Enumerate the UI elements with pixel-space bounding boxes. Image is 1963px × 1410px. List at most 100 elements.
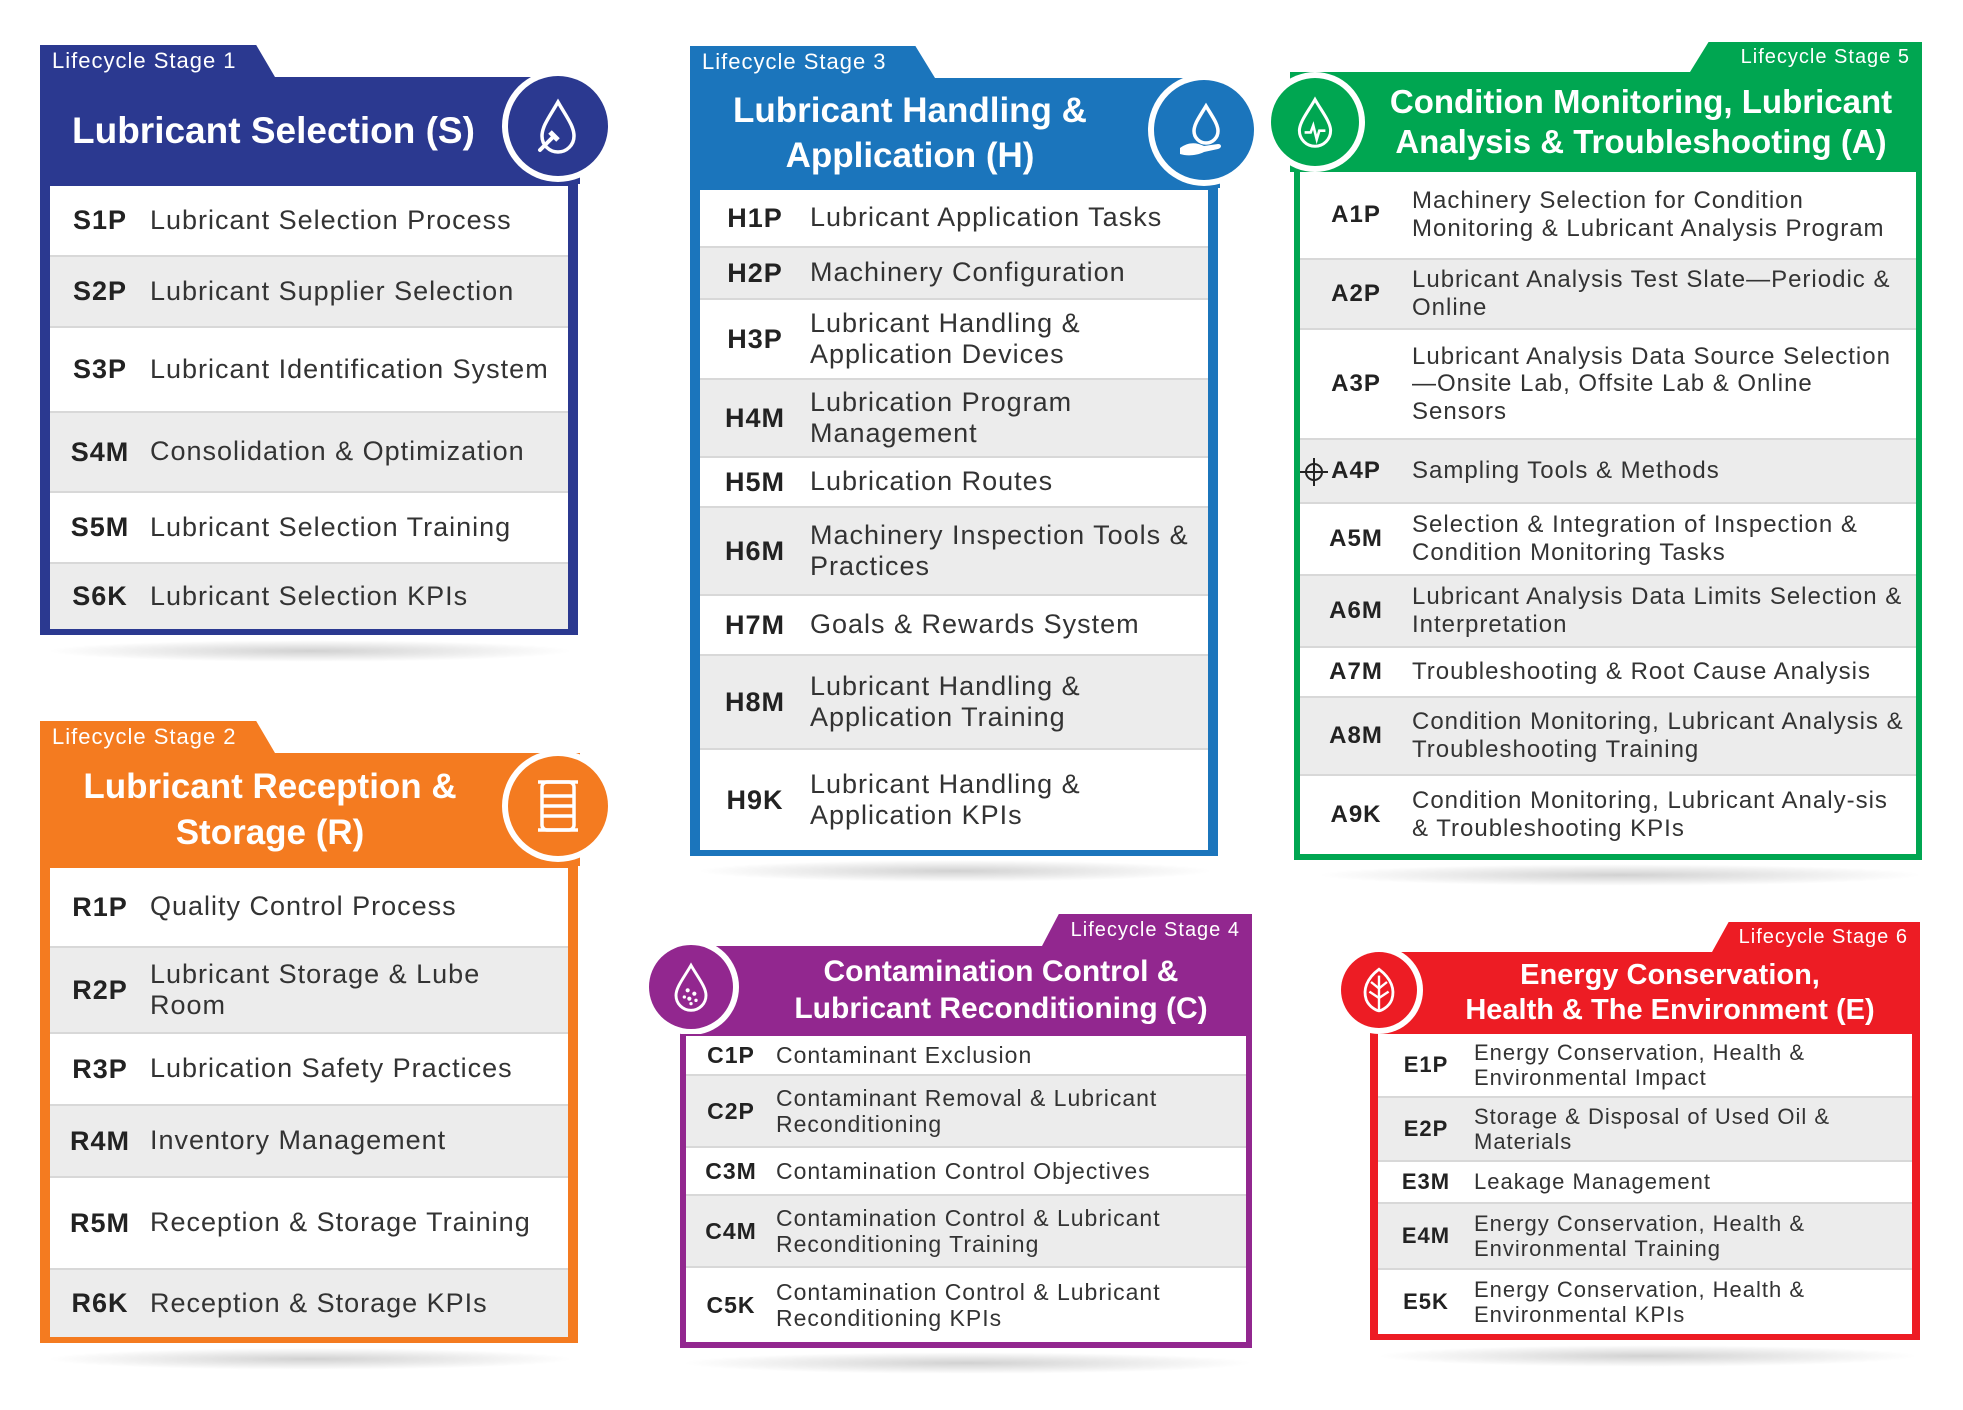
list-item: R1P Quality Control Process [50,868,568,948]
drop-with-brush-icon [538,98,576,154]
item-code: C3M [705,1157,757,1184]
card-shadow [45,1348,575,1370]
item-code: R3P [72,1053,128,1084]
item-label: Quality Control Process [150,891,457,922]
item-code: A7M [1329,658,1383,685]
list-item: E5K Energy Conservation, Health & Enviro… [1378,1270,1912,1334]
list-item: E1P Energy Conservation, Health & Enviro… [1378,1034,1912,1098]
item-label: Condition Monitoring, Lubricant Analysis… [1412,708,1904,763]
item-list: H1P Lubricant Application Tasks H2P Mach… [700,190,1208,850]
stage-title-line: Lubricant Handling & [733,90,1087,130]
item-code: C5K [706,1291,756,1318]
list-item: R2P Lubricant Storage & Lube Room [50,948,568,1034]
item-list: A1P Machinery Selection for Condition Mo… [1300,172,1916,854]
stage-title-line: Lubricant Reception & [83,767,457,806]
item-label: Lubricant Analysis Test Slate—Periodic &… [1412,266,1891,321]
item-label: Lubricant Handling & Application Devices [810,307,1081,369]
item-label: Sampling Tools & Methods [1412,457,1720,485]
card-shadow [45,640,575,662]
item-code: E5K [1403,1289,1449,1314]
list-item: A4P Sampling Tools & Methods [1300,440,1916,504]
item-list: S1P Lubricant Selection Process S2P Lubr… [50,186,568,629]
item-code: H4M [724,402,785,433]
stage-label: Lifecycle Stage 6 [1712,922,1920,952]
list-item: S3P Lubricant Identification System [50,328,568,413]
item-label: Lubricant Supplier Selection [150,275,515,306]
item-label: Contamination Control Objectives [776,1157,1151,1184]
list-item: R3P Lubrication Safety Practices [50,1034,568,1106]
item-label: Reception & Storage KPIs [150,1287,488,1318]
item-code: A8M [1329,722,1383,749]
list-item: C4M Contamination Control & Lubricant Re… [686,1196,1246,1268]
stage-title-line: Lubricant Reconditioning (C) [794,992,1208,1025]
item-code: R5M [69,1207,130,1238]
item-label: Lubricant Handling & Application Trainin… [810,670,1081,732]
item-label: Lubrication Safety Practices [150,1053,513,1084]
stage-title-line: Application (H) [785,136,1035,175]
stage-label: Lifecycle Stage 4 [1042,914,1252,946]
list-item: R4M Inventory Management [50,1106,568,1178]
item-code: E2P [1403,1116,1449,1141]
leaf-icon [1363,967,1395,1013]
item-code: R6K [71,1288,129,1318]
item-label: Machinery Selection for Condition Monito… [1412,187,1885,242]
item-code: A3P [1331,370,1381,397]
list-item: A2P Lubricant Analysis Test Slate—Period… [1300,260,1916,330]
item-label: Troubleshooting & Root Cause Analysis [1412,658,1872,686]
pulse-drop-icon [1297,96,1333,148]
item-label: Lubricant Selection Process [150,204,512,235]
item-code: A2P [1331,280,1381,307]
list-item: C5K Contamination Control & Lubricant Re… [686,1268,1246,1342]
item-code: C2P [707,1097,755,1124]
item-label: Lubrication Program Management [810,386,1073,448]
list-item: S2P Lubricant Supplier Selection [50,257,568,328]
icon-badge [502,70,614,182]
item-code: H1P [727,202,783,233]
item-code: A4P [1331,457,1381,484]
list-item: H6M Machinery Inspection Tools & Practic… [700,508,1208,596]
item-code: E3M [1401,1169,1451,1194]
stage-title-line: Energy Conservation, [1520,958,1820,991]
item-label: Selection & Integration of Inspection & … [1412,511,1858,566]
list-item: A8M Condition Monitoring, Lubricant Anal… [1300,698,1916,776]
list-item: E3M Leakage Management [1378,1162,1912,1204]
item-code: R2P [72,974,128,1005]
list-item: H4M Lubrication Program Management [700,380,1208,458]
stage-title-line: Condition Monitoring, Lubricant [1389,83,1893,121]
item-label: Contaminant Exclusion [776,1041,1033,1068]
list-item: A6M Lubricant Analysis Data Limits Selec… [1300,576,1916,648]
item-label: Reception & Storage Training [150,1207,531,1238]
item-label: Goals & Rewards System [810,609,1140,640]
stage-label: Lifecycle Stage 5 [1690,42,1922,72]
item-label: Lubricant Selection Training [150,511,512,542]
list-item: H8M Lubricant Handling & Application Tra… [700,656,1208,750]
icon-badge [643,939,739,1035]
item-label: Energy Conservation, Health & Environmen… [1474,1210,1806,1261]
item-label: Lubricant Application Tasks [810,202,1163,233]
item-code: H3P [727,323,783,354]
stage-title: Lubricant Handling & Application (H) [690,78,1220,188]
list-item: H9K Lubricant Handling & Application KPI… [700,750,1208,850]
list-item: A9K Condition Monitoring, Lubricant Anal… [1300,776,1916,854]
stage-title-line: Contamination Control & [823,954,1179,988]
item-label: Consolidation & Optimization [150,436,525,467]
stage-title: Lubricant Selection (S) [40,77,580,184]
item-label: Machinery Inspection Tools & Practices [810,519,1189,581]
item-code: S3P [72,354,128,384]
icon-badge [1335,946,1423,1034]
item-label: Leakage Management [1474,1169,1711,1195]
stage-label: Lifecycle Stage 1 [40,45,275,77]
icon-badge [1148,74,1260,186]
item-code: E4M [1401,1223,1451,1248]
item-code: R4M [69,1125,130,1156]
item-label: Energy Conservation, Health & Environmen… [1474,1276,1806,1327]
stage-title-text: Lubricant Selection (S) [72,109,475,151]
item-code: C1P [707,1041,755,1068]
item-label: Lubricant Analysis Data Limits Selection… [1412,583,1903,638]
item-code: H2P [727,257,783,288]
list-item: A5M Selection & Integration of Inspectio… [1300,504,1916,576]
list-item: S4M Consolidation & Optimization [50,413,568,493]
item-label: Machinery Configuration [810,257,1126,288]
item-code: S4M [70,436,130,467]
list-item: H1P Lubricant Application Tasks [700,190,1208,248]
